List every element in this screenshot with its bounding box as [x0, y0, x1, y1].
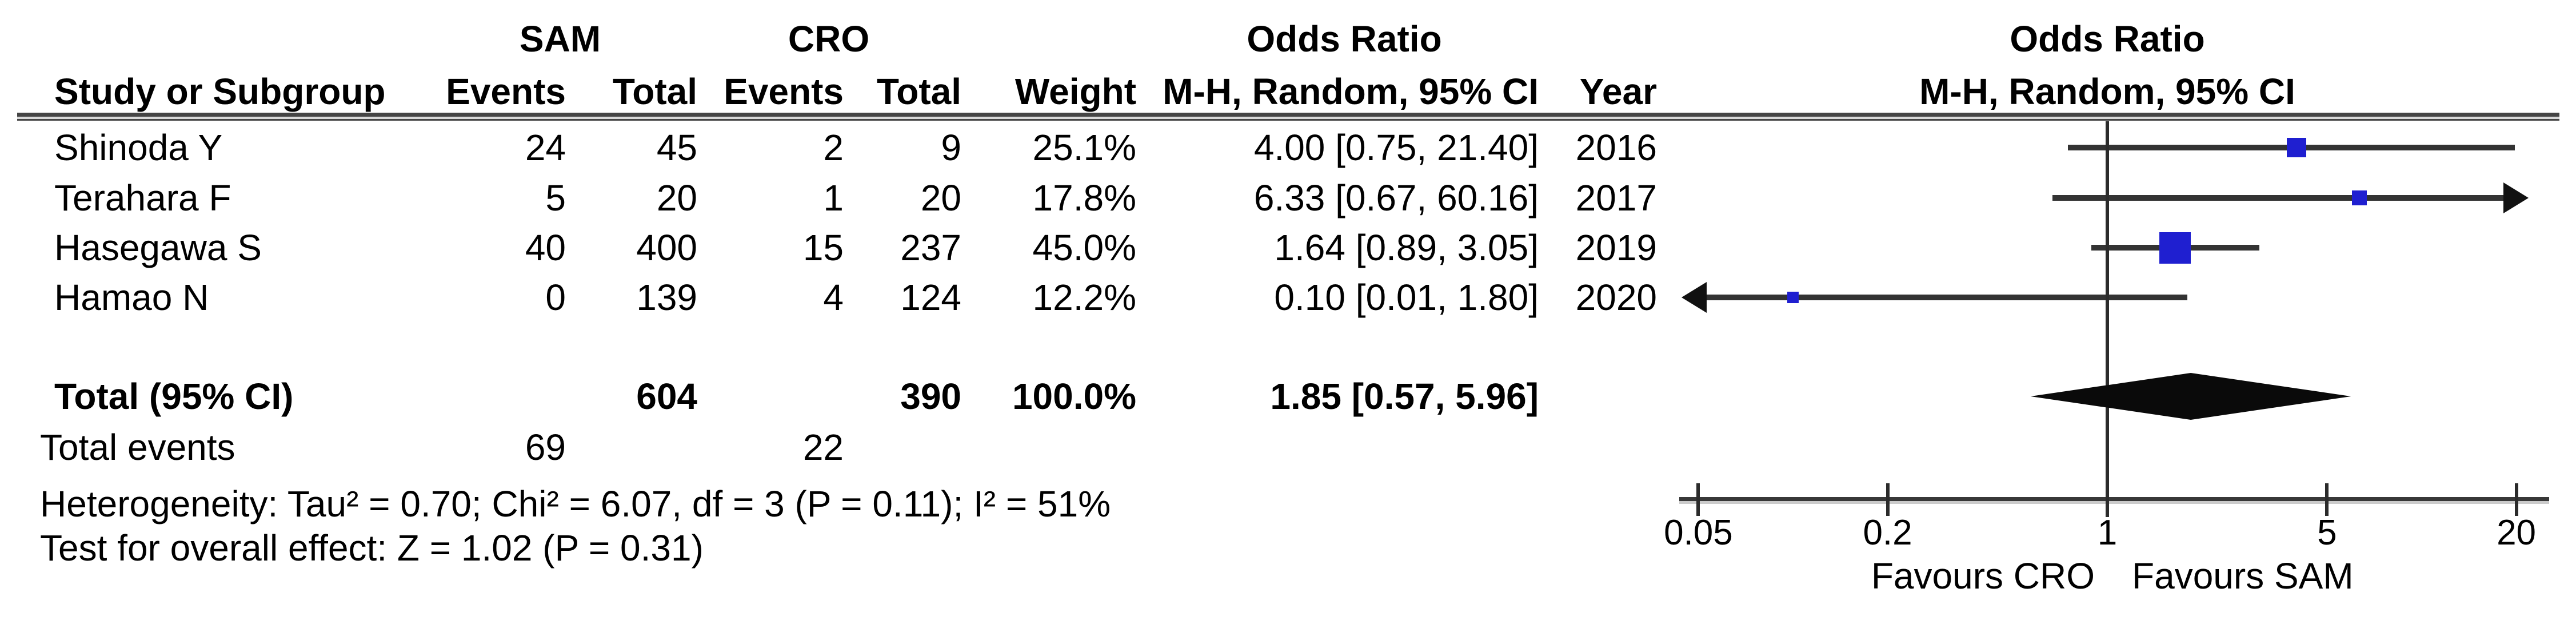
header-rule-bottom — [17, 119, 2559, 121]
group-header-cro: CRO — [788, 18, 870, 59]
group-header-sam: SAM — [519, 18, 601, 59]
weight-cell: 17.8% — [1032, 177, 1136, 218]
column-header-total-cro: Total — [876, 71, 961, 112]
study-name: Hamao N — [54, 277, 209, 318]
year-cell: 2020 — [1575, 277, 1657, 318]
favours-left-label: Favours CRO — [1871, 555, 2095, 597]
arrow-right-icon — [2503, 182, 2529, 213]
odds-ratio-header-plot: Odds Ratio — [2010, 18, 2205, 59]
axis-tick — [1696, 483, 1700, 516]
or-ci-cell: 6.33 [0.67, 60.16] — [1253, 177, 1539, 218]
axis-tick-label: 1 — [2097, 513, 2118, 553]
total-cro-cell: 9 — [941, 127, 961, 168]
summary-diamond — [2030, 373, 2351, 420]
column-header-events-cro: Events — [724, 71, 844, 112]
column-header-events-sam: Events — [446, 71, 566, 112]
events-sam-cell: 24 — [525, 127, 566, 168]
study-name: Shinoda Y — [54, 127, 223, 168]
or-ci-cell: 0.10 [0.01, 1.80] — [1274, 277, 1539, 318]
axis-tick-label: 0.05 — [1664, 513, 1733, 553]
odds-ratio-header-table: Odds Ratio — [1247, 18, 1442, 59]
events-cro-cell: 4 — [823, 277, 844, 318]
overall-effect-text: Test for overall effect: Z = 1.02 (P = 0… — [40, 527, 704, 569]
study-name: Terahara F — [54, 177, 231, 218]
axis-tick-label: 0.2 — [1863, 513, 1912, 553]
axis-tick-label: 5 — [2317, 513, 2337, 553]
total-row-sam-n: 604 — [636, 376, 697, 417]
column-header-weight: Weight — [1015, 71, 1136, 112]
total-sam-cell: 45 — [656, 127, 697, 168]
study-name: Hasegawa S — [54, 227, 262, 268]
total-events-label: Total events — [40, 427, 235, 468]
or-point-square — [2351, 190, 2367, 205]
arrow-left-icon — [1682, 282, 1707, 313]
null-effect-line — [2106, 121, 2109, 517]
events-sam-cell: 0 — [545, 277, 566, 318]
axis-tick-label: 20 — [2497, 513, 2537, 553]
ci-line — [2052, 195, 2506, 201]
or-point-square — [1787, 292, 1799, 303]
column-header-total-sam: Total — [612, 71, 697, 112]
events-cro-cell: 2 — [823, 127, 844, 168]
events-sam-cell: 5 — [545, 177, 566, 218]
column-header-year: Year — [1579, 71, 1657, 112]
events-cro-cell: 15 — [802, 227, 844, 268]
header-rule-top — [17, 113, 2559, 117]
or-ci-cell: 4.00 [0.75, 21.40] — [1253, 127, 1539, 168]
events-sam-cell: 40 — [525, 227, 566, 268]
weight-cell: 45.0% — [1032, 227, 1136, 268]
x-axis-line — [1679, 497, 2549, 501]
total-events-sam: 69 — [525, 427, 566, 468]
or-ci-cell: 1.64 [0.89, 3.05] — [1274, 227, 1539, 268]
weight-cell: 12.2% — [1032, 277, 1136, 318]
total-sam-cell: 20 — [656, 177, 697, 218]
or-point-square — [2159, 232, 2191, 264]
axis-tick — [1886, 483, 1890, 516]
total-row-label: Total (95% CI) — [54, 376, 294, 417]
year-cell: 2019 — [1575, 227, 1657, 268]
heterogeneity-text: Heterogeneity: Tau² = 0.70; Chi² = 6.07,… — [40, 483, 1111, 524]
or-point-square — [2287, 138, 2307, 157]
total-sam-cell: 139 — [636, 277, 697, 318]
favours-right-label: Favours SAM — [2132, 555, 2354, 597]
ci-line — [1704, 295, 2188, 300]
column-header-mh-ci: M-H, Random, 95% CI — [1163, 71, 1539, 112]
events-cro-cell: 1 — [823, 177, 844, 218]
axis-tick — [2325, 483, 2329, 516]
total-row-weight: 100.0% — [1012, 376, 1136, 417]
axis-tick — [2514, 483, 2518, 516]
total-row-or-ci: 1.85 [0.57, 5.96] — [1270, 376, 1539, 417]
column-header-study: Study or Subgroup — [54, 71, 386, 112]
axis-tick — [2106, 483, 2109, 516]
total-cro-cell: 124 — [900, 277, 961, 318]
total-events-cro: 22 — [802, 427, 844, 468]
total-cro-cell: 20 — [920, 177, 961, 218]
plot-header-mh-ci: M-H, Random, 95% CI — [1919, 71, 2295, 112]
total-cro-cell: 237 — [900, 227, 961, 268]
total-sam-cell: 400 — [636, 227, 697, 268]
year-cell: 2017 — [1575, 177, 1657, 218]
year-cell: 2016 — [1575, 127, 1657, 168]
header-rule-gap — [17, 117, 2559, 119]
weight-cell: 25.1% — [1032, 127, 1136, 168]
total-row-cro-n: 390 — [900, 376, 961, 417]
